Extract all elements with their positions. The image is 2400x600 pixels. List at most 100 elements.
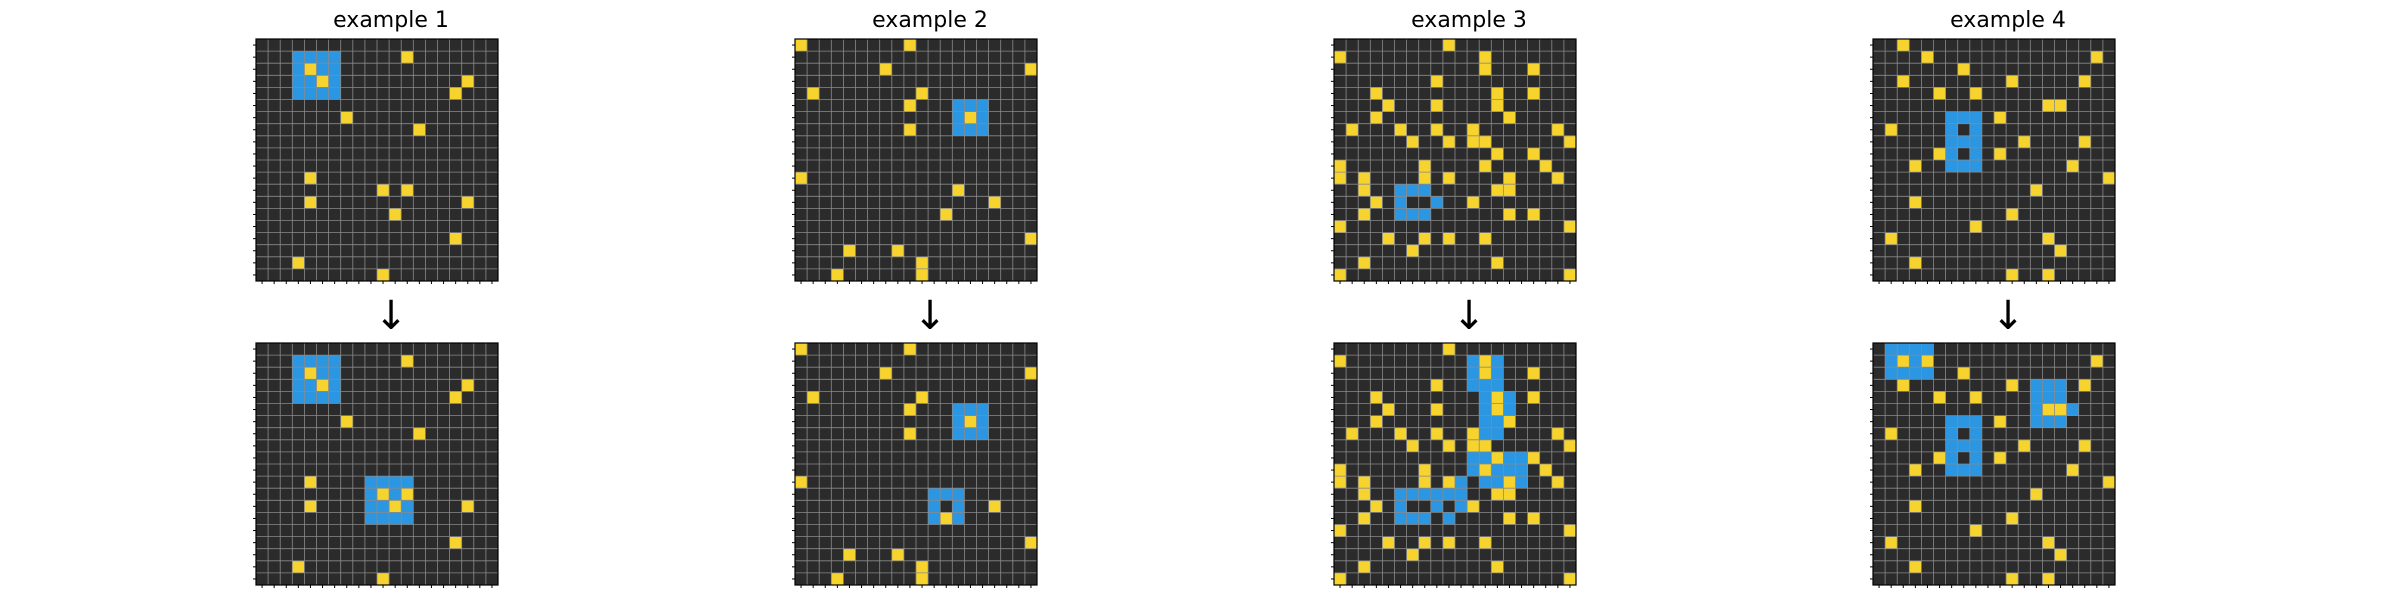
yellow-cell bbox=[389, 208, 402, 221]
blue-cell bbox=[377, 476, 390, 489]
yellow-cell bbox=[401, 51, 414, 64]
yellow-cell bbox=[1406, 135, 1419, 148]
yellow-cell bbox=[1969, 87, 1982, 100]
yellow-cell bbox=[940, 208, 953, 221]
yellow-cell bbox=[377, 268, 390, 281]
blue-cell bbox=[1885, 343, 1898, 356]
yellow-cell bbox=[1503, 111, 1516, 124]
yellow-cell bbox=[940, 512, 953, 525]
yellow-cell bbox=[2042, 536, 2055, 549]
blue-cell bbox=[952, 427, 965, 440]
blue-cell bbox=[316, 355, 329, 368]
yellow-cell bbox=[449, 536, 462, 549]
yellow-cell bbox=[2030, 184, 2043, 197]
blue-cell bbox=[1491, 476, 1504, 489]
yellow-cell bbox=[1527, 451, 1540, 464]
yellow-cell bbox=[2006, 572, 2019, 585]
blue-cell bbox=[1969, 451, 1982, 464]
yellow-cell bbox=[1394, 427, 1407, 440]
blue-cell bbox=[976, 123, 989, 136]
yellow-cell bbox=[1430, 123, 1443, 136]
blue-cell bbox=[952, 415, 965, 428]
yellow-cell bbox=[1334, 220, 1347, 233]
blue-cell bbox=[292, 355, 305, 368]
arrow-4-icon: ↓ bbox=[1991, 293, 2025, 339]
yellow-cell bbox=[1382, 232, 1395, 245]
yellow-cell bbox=[1897, 75, 1910, 88]
yellow-cell bbox=[1969, 391, 1982, 404]
blue-cell bbox=[928, 512, 941, 525]
blue-cell bbox=[976, 427, 989, 440]
blue-cell bbox=[1897, 367, 1910, 380]
blue-cell bbox=[1479, 451, 1492, 464]
yellow-cell bbox=[1909, 560, 1922, 573]
blue-cell bbox=[928, 488, 941, 501]
blue-cell bbox=[292, 51, 305, 64]
blue-cell bbox=[2030, 379, 2043, 392]
yellow-cell bbox=[1503, 172, 1516, 185]
blue-cell bbox=[401, 476, 414, 489]
blue-cell bbox=[1430, 500, 1443, 513]
blue-cell bbox=[1479, 415, 1492, 428]
yellow-cell bbox=[377, 572, 390, 585]
yellow-cell bbox=[2042, 232, 2055, 245]
grid-frame bbox=[255, 38, 499, 282]
yellow-cell bbox=[1551, 172, 1564, 185]
blue-cell bbox=[1418, 208, 1431, 221]
blue-cell bbox=[1442, 512, 1455, 525]
blue-cell bbox=[304, 355, 317, 368]
yellow-cell bbox=[1334, 160, 1347, 173]
blue-cell bbox=[1945, 439, 1958, 452]
example-2-input-grid bbox=[792, 38, 1038, 284]
yellow-cell bbox=[891, 244, 904, 257]
blue-cell bbox=[1406, 208, 1419, 221]
yellow-cell bbox=[1479, 439, 1492, 452]
yellow-cell bbox=[292, 256, 305, 269]
yellow-cell bbox=[1527, 87, 1540, 100]
blue-cell bbox=[2066, 403, 2079, 416]
yellow-cell bbox=[916, 256, 929, 269]
yellow-cell bbox=[843, 548, 856, 561]
grid-frame bbox=[794, 342, 1038, 586]
yellow-cell bbox=[1933, 451, 1946, 464]
example-1-title: example 1 bbox=[333, 8, 449, 33]
blue-cell bbox=[1969, 147, 1982, 160]
blue-cell bbox=[304, 51, 317, 64]
yellow-cell bbox=[1442, 476, 1455, 489]
blue-cell bbox=[2030, 415, 2043, 428]
blue-cell bbox=[1503, 391, 1516, 404]
blue-cell bbox=[952, 403, 965, 416]
blue-cell bbox=[2054, 391, 2067, 404]
blue-cell bbox=[1491, 379, 1504, 392]
yellow-cell bbox=[1897, 39, 1910, 52]
blue-cell bbox=[1406, 488, 1419, 501]
blue-cell bbox=[1909, 343, 1922, 356]
arrow-3-icon: ↓ bbox=[1452, 293, 1486, 339]
blue-cell bbox=[1467, 464, 1480, 477]
blue-cell bbox=[316, 87, 329, 100]
yellow-cell bbox=[1334, 464, 1347, 477]
yellow-cell bbox=[1503, 512, 1516, 525]
yellow-cell bbox=[1358, 512, 1371, 525]
yellow-cell bbox=[304, 500, 317, 513]
yellow-cell bbox=[1563, 268, 1576, 281]
blue-cell bbox=[1969, 415, 1982, 428]
yellow-cell bbox=[916, 87, 929, 100]
yellow-cell bbox=[2090, 51, 2103, 64]
yellow-cell bbox=[316, 379, 329, 392]
yellow-cell bbox=[2102, 476, 2115, 489]
yellow-cell bbox=[1491, 560, 1504, 573]
blue-cell bbox=[1957, 111, 1970, 124]
yellow-cell bbox=[1527, 512, 1540, 525]
yellow-cell bbox=[340, 415, 353, 428]
blue-cell bbox=[964, 99, 977, 112]
arrow-2-icon: ↓ bbox=[913, 293, 947, 339]
yellow-cell bbox=[1479, 135, 1492, 148]
yellow-cell bbox=[1467, 123, 1480, 136]
blue-cell bbox=[316, 367, 329, 380]
yellow-cell bbox=[2054, 548, 2067, 561]
yellow-cell bbox=[1491, 391, 1504, 404]
yellow-cell bbox=[1370, 87, 1383, 100]
yellow-cell bbox=[340, 111, 353, 124]
yellow-cell bbox=[1430, 379, 1443, 392]
